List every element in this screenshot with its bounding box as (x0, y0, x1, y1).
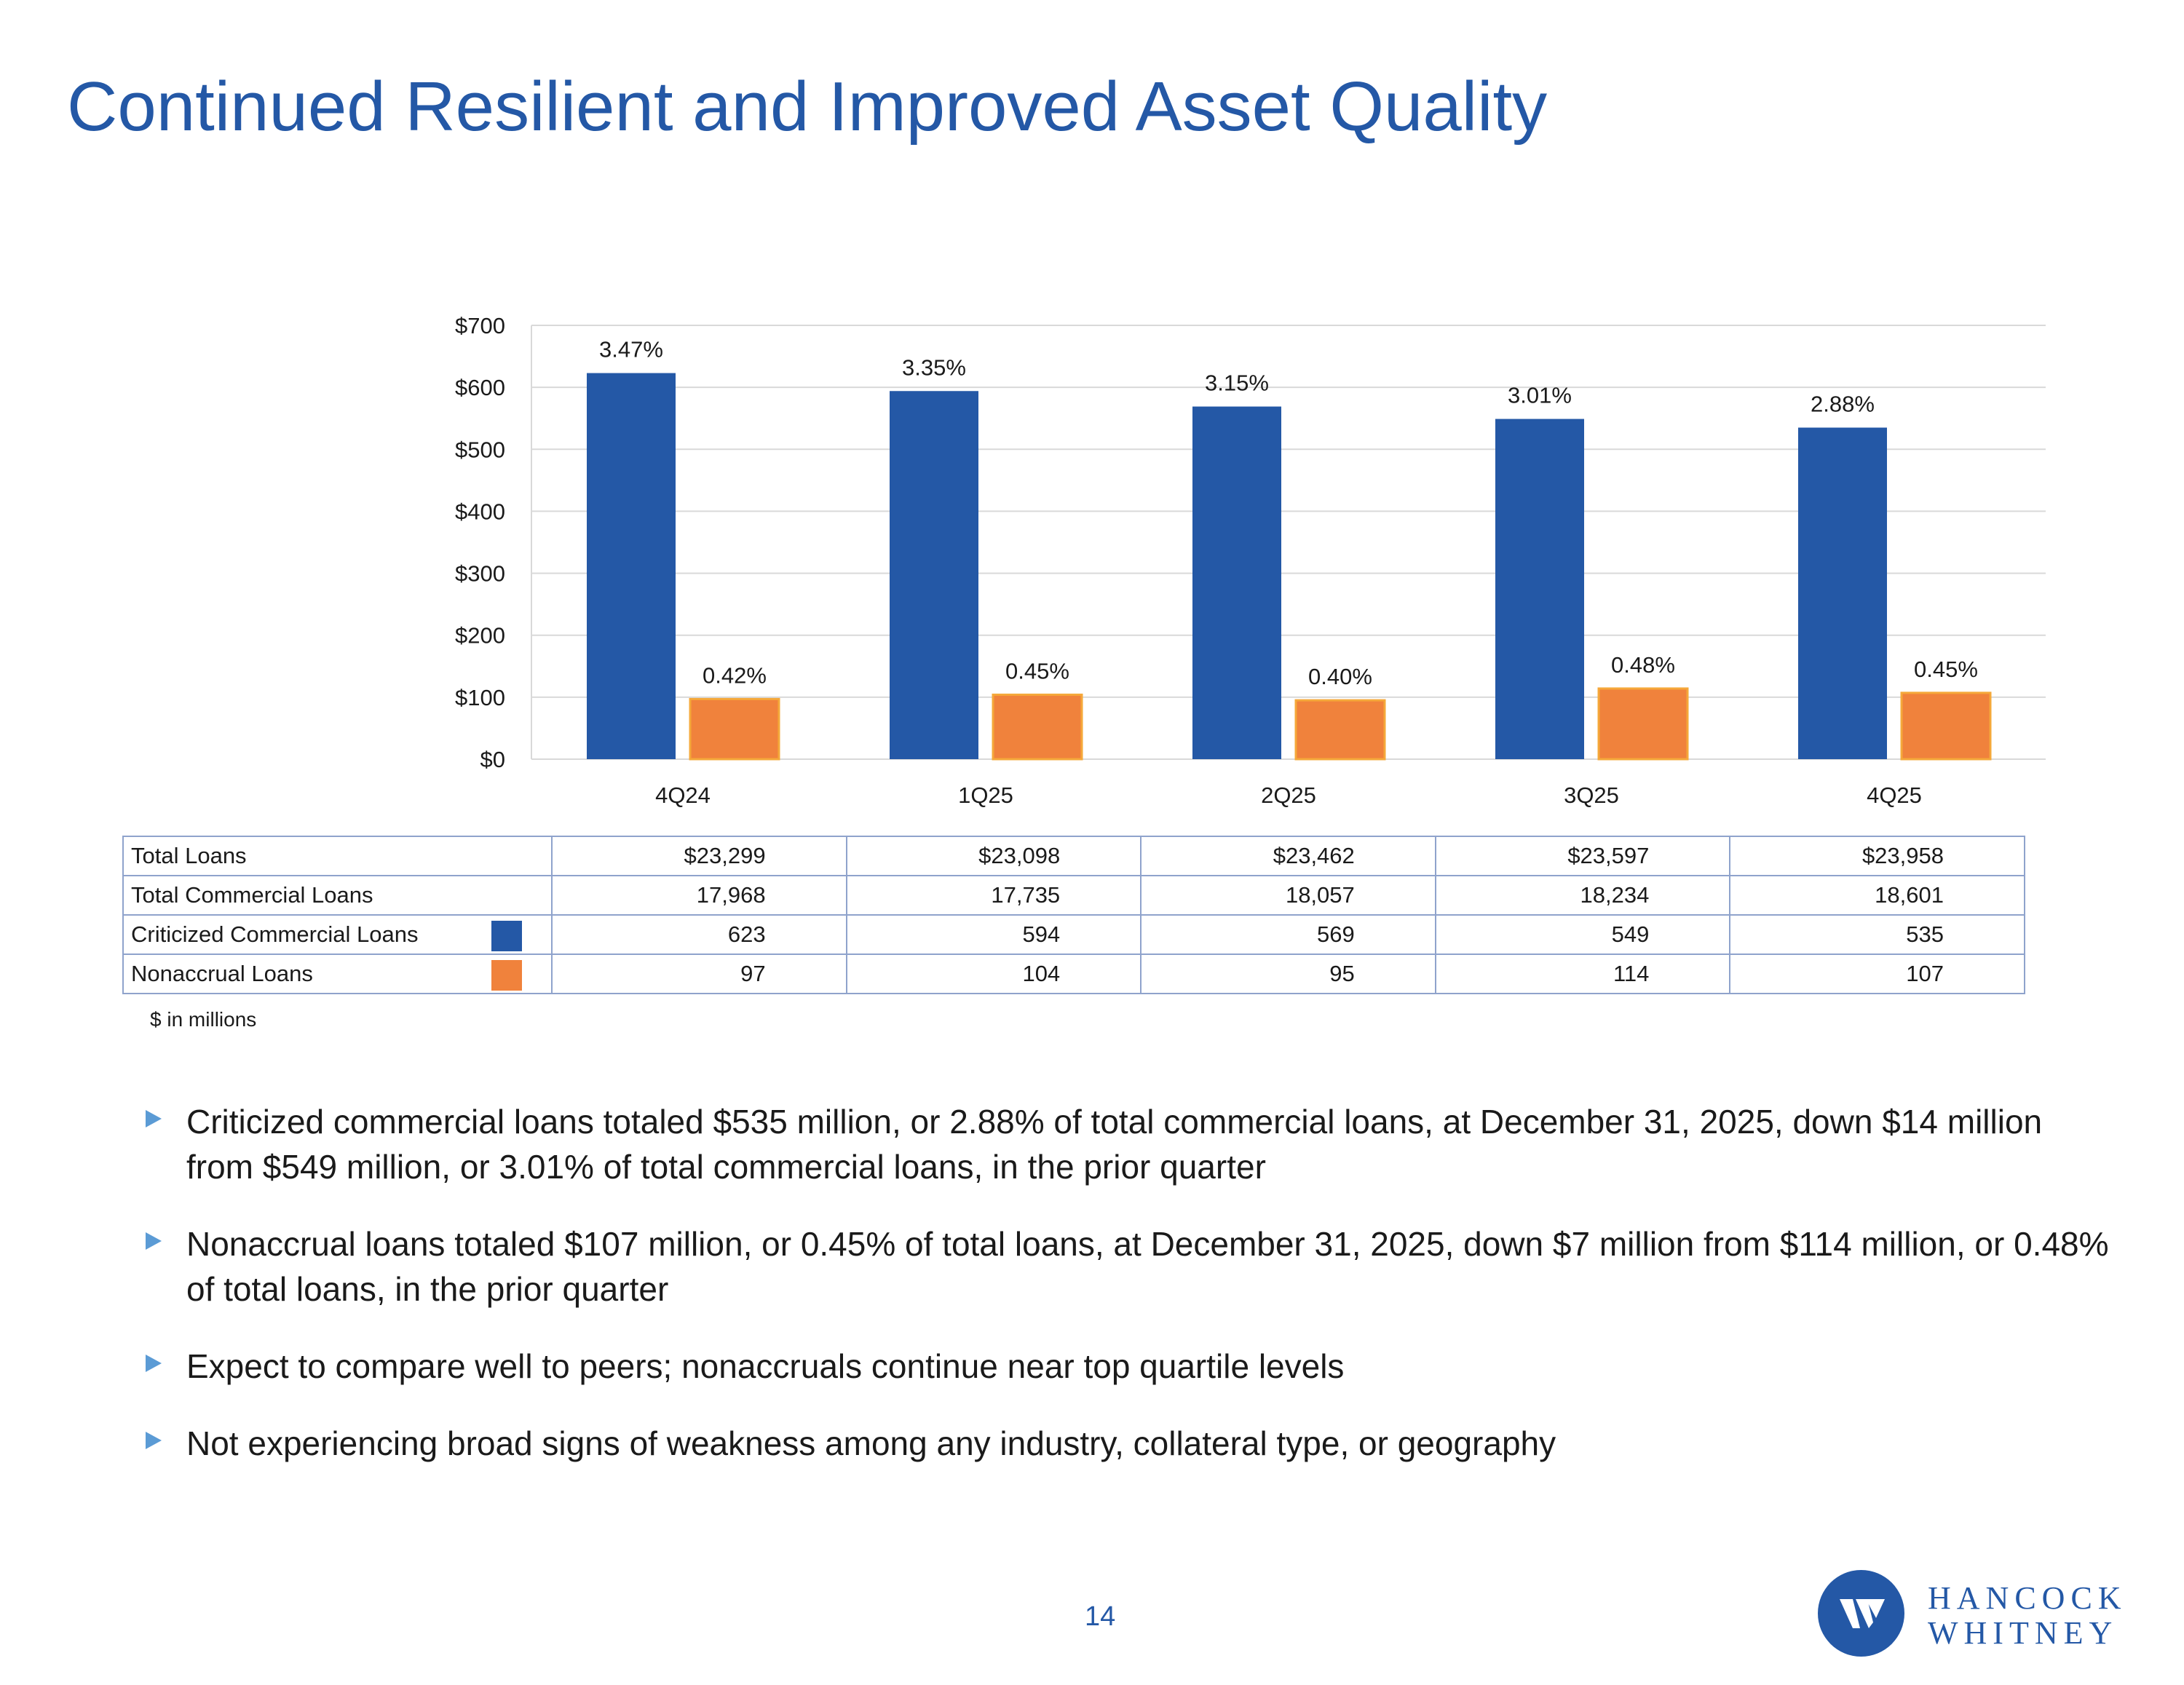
data-label-criticized: 3.15% (1205, 370, 1269, 396)
bullet-arrow-icon (146, 1432, 162, 1449)
bullet-arrow-icon (146, 1232, 162, 1250)
cell-1q25: 17,735 (845, 875, 1142, 916)
y-tick-label: $400 (455, 499, 505, 524)
bar-nonaccrual (992, 693, 1083, 761)
table-row-criticized-commercial-loans: Criticized Commercial Loans 623 594 569 … (122, 914, 2025, 955)
cell-2q25: 95 (1140, 953, 1436, 994)
bullet-item: Nonaccrual loans totaled $107 million, o… (146, 1221, 2111, 1312)
y-tick-label: $200 (455, 623, 505, 649)
cell-3q25: 18,234 (1434, 875, 1731, 916)
bullet-item: Not experiencing broad signs of weakness… (146, 1421, 2111, 1466)
data-label-nonaccrual: 0.45% (1005, 658, 1069, 683)
data-label-criticized: 3.35% (902, 354, 966, 380)
bar-chart: $0 $100 $200 $300 $400 $500 $600 $700 3.47% 0.42%… (455, 313, 2046, 808)
y-tick-label: $0 (480, 747, 505, 772)
y-tick-label: $600 (455, 375, 505, 400)
bar-criticized (1192, 406, 1281, 759)
bar-criticized (587, 373, 676, 759)
row-label-with-swatch: Nonaccrual Loans (122, 953, 553, 994)
logo-mark (1818, 1570, 1904, 1657)
x-tick-label: 1Q25 (958, 782, 1013, 808)
y-tick-label: $100 (455, 685, 505, 710)
legend-swatch-criticized (491, 921, 522, 951)
page-number: 14 (1085, 1601, 1116, 1632)
x-tick-label: 4Q24 (655, 782, 711, 808)
x-tick-label: 4Q25 (1867, 782, 1922, 808)
cell-3q25: $23,597 (1434, 836, 1731, 876)
cell-2q25: 18,057 (1140, 875, 1436, 916)
cell-3q25: 549 (1434, 914, 1731, 955)
cell-3q25: 114 (1434, 953, 1731, 994)
bar-criticized (1798, 427, 1887, 759)
x-tick-label: 2Q25 (1261, 782, 1316, 808)
cell-4q24: 97 (551, 953, 847, 994)
legend-swatch-nonaccrual (491, 960, 522, 991)
bar-nonaccrual (689, 697, 780, 761)
cell-4q24: $23,299 (551, 836, 847, 876)
cell-1q25: 104 (845, 953, 1142, 994)
x-tick-label: 3Q25 (1564, 782, 1619, 808)
bullet-arrow-icon (146, 1110, 162, 1127)
slide-title: Continued Resilient and Improved Asset Q… (67, 68, 1548, 146)
cell-4q25: 535 (1729, 914, 2025, 955)
logo-line-1: HANCOCK (1928, 1580, 2127, 1616)
cell-4q24: 623 (551, 914, 847, 955)
bullet-text: Criticized commercial loans totaled $535… (186, 1103, 2043, 1186)
bar-nonaccrual (1900, 691, 1992, 761)
units-footnote: $ in millions (150, 1008, 257, 1031)
cell-1q25: 594 (845, 914, 1142, 955)
bar-criticized (890, 391, 978, 759)
row-label-with-swatch: Criticized Commercial Loans (122, 914, 553, 955)
bullet-text: Expect to compare well to peers; nonaccr… (186, 1347, 1345, 1385)
bullet-text: Not experiencing broad signs of weakness… (186, 1424, 1556, 1462)
row-label: Total Commercial Loans (122, 875, 553, 916)
logo-wordmark: HANCOCK WHITNEY (1928, 1581, 2127, 1651)
bullet-arrow-icon (146, 1355, 162, 1372)
bullet-item: Criticized commercial loans totaled $535… (146, 1099, 2111, 1189)
loans-table: Total Loans $23,299 $23,098 $23,462 $23,… (122, 836, 2025, 994)
y-tick-label: $300 (455, 561, 505, 587)
y-tick-label: $500 (455, 437, 505, 462)
logo-line-2: WHITNEY (1928, 1615, 2118, 1651)
cell-4q25: $23,958 (1729, 836, 2025, 876)
table-row-nonaccrual-loans: Nonaccrual Loans 97 104 95 114 107 (122, 953, 2025, 994)
data-label-nonaccrual: 0.40% (1308, 664, 1372, 689)
bar-nonaccrual (1597, 687, 1689, 761)
cell-2q25: $23,462 (1140, 836, 1436, 876)
table-row-total-commercial-loans: Total Commercial Loans 17,968 17,735 18,… (122, 875, 2025, 916)
cell-4q24: 17,968 (551, 875, 847, 916)
bullet-item: Expect to compare well to peers; nonaccr… (146, 1344, 2111, 1389)
data-label-criticized: 3.01% (1508, 383, 1572, 408)
row-label: Nonaccrual Loans (131, 961, 313, 986)
row-label: Criticized Commercial Loans (131, 921, 419, 947)
y-tick-label: $700 (455, 313, 505, 338)
data-label-criticized: 3.47% (599, 337, 663, 362)
bar-nonaccrual (1294, 699, 1386, 761)
cell-4q25: 107 (1729, 953, 2025, 994)
row-label: Total Loans (122, 836, 553, 876)
cell-4q25: 18,601 (1729, 875, 2025, 916)
cell-1q25: $23,098 (845, 836, 1142, 876)
bar-criticized (1495, 419, 1584, 759)
bullet-text: Nonaccrual loans totaled $107 million, o… (186, 1225, 2109, 1308)
cell-2q25: 569 (1140, 914, 1436, 955)
table-row-total-loans: Total Loans $23,299 $23,098 $23,462 $23,… (122, 836, 2025, 876)
data-label-criticized: 2.88% (1811, 391, 1875, 416)
data-label-nonaccrual: 0.48% (1611, 652, 1675, 678)
bullet-list: Criticized commercial loans totaled $535… (146, 1099, 2111, 1498)
data-label-nonaccrual: 0.42% (703, 662, 767, 688)
data-label-nonaccrual: 0.45% (1914, 657, 1978, 682)
hw-monogram-icon (1840, 1599, 1885, 1628)
